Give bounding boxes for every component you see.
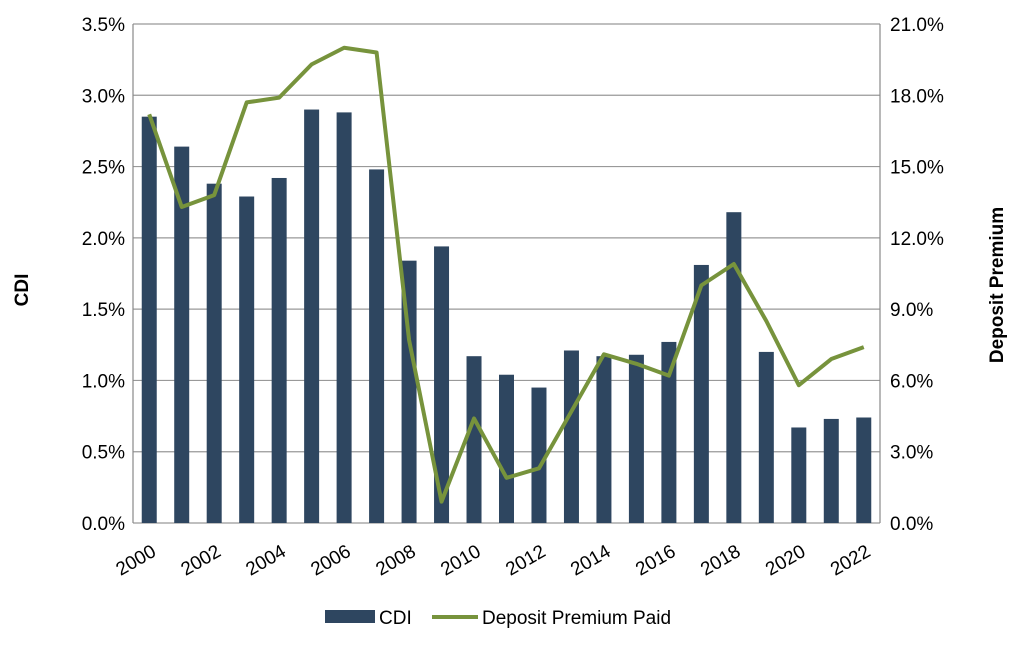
x-tick-label: 2014 xyxy=(567,541,614,581)
bar-cdi-2015 xyxy=(629,355,644,523)
bar-cdi-2020 xyxy=(791,427,806,523)
y2-tick-label: 0.0% xyxy=(890,514,933,535)
y-tick-label: 1.5% xyxy=(82,300,125,321)
x-tick-label: 2022 xyxy=(827,541,874,580)
x-tick-label: 2000 xyxy=(113,541,160,580)
x-tick-label: 2010 xyxy=(437,541,484,580)
y-tick-label: 0.0% xyxy=(82,514,125,535)
x-tick-label: 2006 xyxy=(307,541,354,580)
bar-cdi-2013 xyxy=(564,350,579,523)
bar-cdi-2010 xyxy=(467,356,482,523)
y2-tick-label: 6.0% xyxy=(890,371,933,392)
y2-tick-label: 18.0% xyxy=(890,86,944,107)
bar-cdi-2022 xyxy=(856,417,871,523)
bar-cdi-2019 xyxy=(759,352,774,523)
bar-cdi-2005 xyxy=(304,110,319,523)
legend-label-cdi: CDI xyxy=(379,608,412,629)
bar-cdi-2003 xyxy=(239,197,254,523)
bar-cdi-2014 xyxy=(596,356,611,523)
y-tick-label: 2.5% xyxy=(82,158,125,179)
x-tick-label: 2016 xyxy=(632,541,679,580)
bar-cdi-2004 xyxy=(272,178,287,523)
legend-label-deposit-premium: Deposit Premium Paid xyxy=(482,608,671,629)
x-tick-label: 2018 xyxy=(697,541,744,580)
y-tick-label: 2.0% xyxy=(82,229,125,250)
y2-tick-label: 9.0% xyxy=(890,300,933,321)
x-tick-label: 2004 xyxy=(243,541,290,581)
x-tick-label: 2008 xyxy=(372,541,419,580)
y-tick-label: 1.0% xyxy=(82,371,125,392)
y-tick-label: 0.5% xyxy=(82,443,125,464)
bar-cdi-2007 xyxy=(369,169,384,523)
x-tick-label: 2020 xyxy=(762,541,809,580)
y2-tick-label: 15.0% xyxy=(890,158,944,179)
bar-cdi-2018 xyxy=(726,212,741,523)
bar-cdi-2006 xyxy=(337,112,352,523)
bar-cdi-2000 xyxy=(142,117,157,523)
y2-tick-label: 3.0% xyxy=(890,443,933,464)
legend-swatch-cdi xyxy=(325,610,375,623)
bar-cdi-2016 xyxy=(661,342,676,523)
y2-tick-label: 21.0% xyxy=(890,15,944,36)
y-axis-title: CDI xyxy=(12,274,33,307)
y2-tick-label: 12.0% xyxy=(890,229,944,250)
bar-cdi-2011 xyxy=(499,375,514,523)
x-tick-label: 2002 xyxy=(178,541,225,580)
bar-cdi-2021 xyxy=(824,419,839,523)
bar-cdi-2002 xyxy=(207,184,222,523)
y-tick-label: 3.0% xyxy=(82,86,125,107)
y2-axis-title: Deposit Premium xyxy=(987,207,1008,363)
x-tick-label: 2012 xyxy=(502,541,549,580)
y-tick-label: 3.5% xyxy=(82,15,125,36)
